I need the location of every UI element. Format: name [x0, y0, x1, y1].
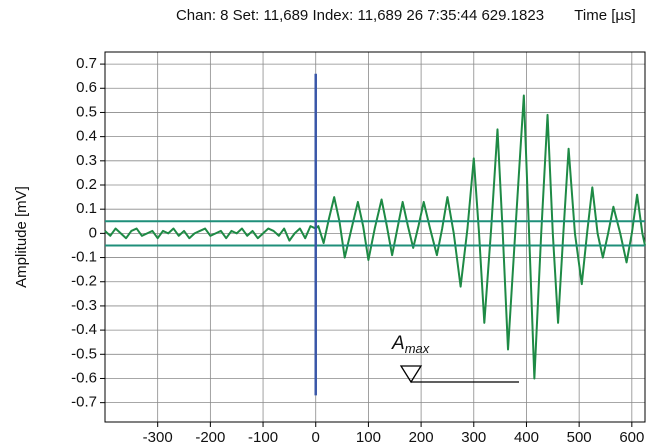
plot-area: -0.7 -0.6 -0.5 -0.4 -0.3 -0.2 -0.1 0 0.1 0.2 0.3 0.… [71, 51, 646, 446]
y-tick-label: 0.2 [76, 176, 97, 193]
x-tick-label: 100 [356, 429, 381, 446]
y-tick-label: 0.5 [76, 103, 97, 120]
y-tick-label: 0 [89, 224, 97, 241]
y-tick-label: -0.6 [71, 369, 97, 386]
y-tick-label: 0.6 [76, 79, 97, 96]
y-tick-label: -0.3 [71, 297, 97, 314]
y-tick-label: -0.7 [71, 394, 97, 411]
y-tick-label: -0.5 [71, 345, 97, 362]
y-tick-label: 0.7 [76, 55, 97, 72]
x-tick-label: 0 [312, 429, 320, 446]
x-tick-label: 500 [567, 429, 592, 446]
annotation: Amax [391, 333, 430, 356]
x-tick-label: 600 [619, 429, 644, 446]
y-axis-label: Amplitude [mV] [13, 186, 30, 288]
annotation-subscript: max [405, 341, 430, 356]
x-axis-label: Time [µs] [574, 7, 635, 24]
y-tick-label: 0.3 [76, 152, 97, 169]
x-tick-label: 200 [409, 429, 434, 446]
x-tick-label: -100 [248, 429, 278, 446]
annotation-marker [399, 365, 423, 384]
waveform [104, 94, 646, 380]
y-tick-label: 0.4 [76, 128, 97, 145]
chart-title: Chan: 8 Set: 11,689 Index: 11,689 26 7:3… [176, 7, 544, 24]
plot-frame [104, 51, 646, 423]
x-tick-label: -300 [143, 429, 173, 446]
y-tick-label: -0.4 [71, 321, 97, 338]
y-tick-label: 0.1 [76, 200, 97, 217]
x-tick-label: 300 [461, 429, 486, 446]
y-tick-label: -0.1 [71, 249, 97, 266]
x-tick-label: -200 [195, 429, 225, 446]
x-tick-label: 400 [514, 429, 539, 446]
annotation-text: A [391, 333, 405, 354]
y-tick-label: -0.2 [71, 273, 97, 290]
